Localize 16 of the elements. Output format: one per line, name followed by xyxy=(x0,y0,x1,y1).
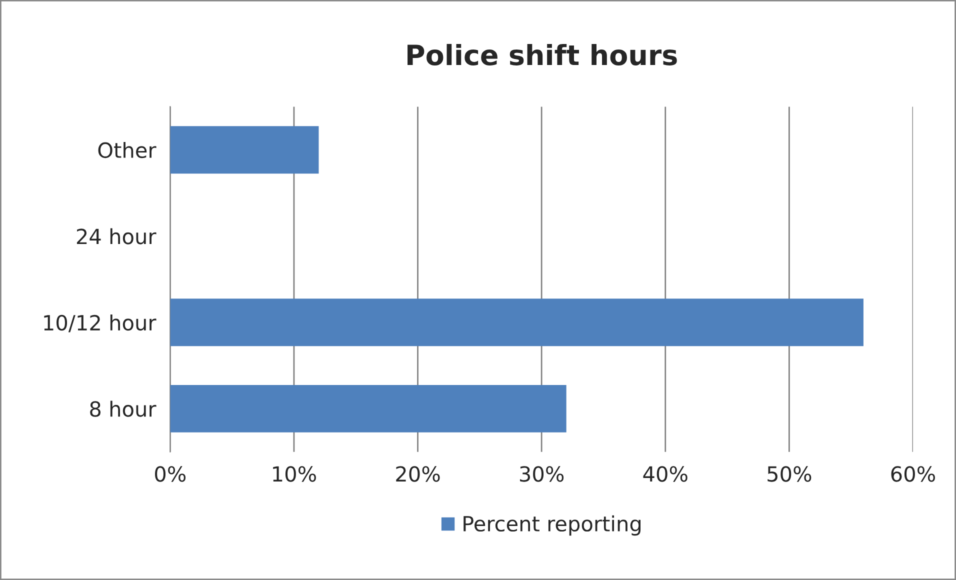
bar xyxy=(170,126,319,174)
x-tick-label: 0% xyxy=(155,466,186,482)
x-tick-label: 20% xyxy=(396,466,440,482)
y-tick-label: 10/12 hour xyxy=(44,314,156,332)
x-tick-label: 10% xyxy=(273,466,316,482)
y-tick-label: 24 hour xyxy=(76,228,156,244)
x-tick-label: 30% xyxy=(520,466,564,482)
x-tick-label: 60% xyxy=(891,466,935,482)
legend-label: Percent reporting xyxy=(464,515,641,536)
y-tick-label: Other xyxy=(98,142,156,158)
x-tick-label: 40% xyxy=(643,466,688,482)
x-tick-label: 50% xyxy=(768,466,812,482)
chart-title: Police shift hours xyxy=(408,44,677,66)
bar xyxy=(170,298,864,346)
y-tick-label: 8 hour xyxy=(90,400,156,417)
bar xyxy=(170,384,566,432)
